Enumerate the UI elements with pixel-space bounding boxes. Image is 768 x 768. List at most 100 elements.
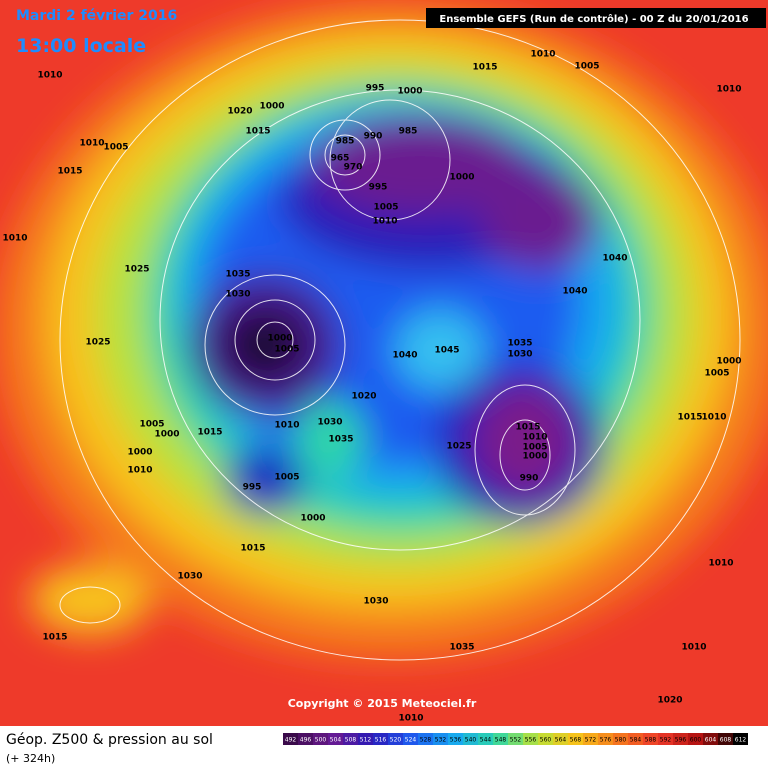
isobar-label: 1010 (716, 85, 741, 95)
scale-label: 548 (495, 737, 507, 744)
isobar-label: 985 (399, 127, 418, 137)
scale-cell (403, 733, 418, 745)
scale-cell (598, 733, 613, 745)
isobar-label: 1010 (522, 433, 547, 443)
isobar-label: 1000 (154, 430, 179, 440)
scale-cell (328, 733, 343, 745)
scale-cell (733, 733, 748, 745)
isobar-label: 1000 (522, 452, 547, 462)
scale-cell (283, 733, 298, 745)
run-info: Ensemble GEFS (Run de contrôle) - 00 Z d… (439, 13, 748, 25)
isobar-label: 1015 (677, 413, 702, 423)
isobar-label: 1020 (227, 107, 252, 117)
isobar-label: 995 (243, 483, 262, 493)
color-scale: 492 496 500 504 508 512 516 520 524 528 532 536 540 5… (283, 733, 748, 745)
scale-cell (448, 733, 463, 745)
scale-label: 568 (570, 737, 582, 744)
scale-cell (313, 733, 328, 745)
scale-cell (568, 733, 583, 745)
isobar-label: 965 (331, 154, 350, 164)
scale-label: 492 (285, 737, 297, 744)
isobar-label: 1010 (127, 466, 152, 476)
isobar-label: 1000 (716, 357, 741, 367)
isobar-label: 995 (366, 84, 385, 94)
scale-label: 528 (420, 737, 432, 744)
scale-label: 540 (465, 737, 477, 744)
isobar-label: 1020 (351, 392, 376, 402)
scale-cell (628, 733, 643, 745)
scale-label: 512 (360, 737, 372, 744)
isobar-label: 1010 (274, 421, 299, 431)
scale-label: 532 (435, 737, 447, 744)
scale-cell (553, 733, 568, 745)
isobar-label: 995 (369, 183, 388, 193)
isobar-label: 970 (344, 163, 363, 173)
date: Mardi 2 février 2016 (16, 8, 177, 24)
isobar-label: 1035 (328, 435, 353, 445)
scale-label: 584 (630, 737, 642, 744)
isobar-label: 1025 (124, 265, 149, 275)
scale-cell (463, 733, 478, 745)
scale-label: 604 (705, 737, 717, 744)
scale-label: 612 (735, 737, 747, 744)
isobar-label: 1005 (704, 369, 729, 379)
run-banner (426, 8, 766, 28)
scale-cell (718, 733, 733, 745)
lead-time: (+ 324h) (6, 752, 55, 765)
scale-cell (358, 733, 373, 745)
scale-cell (508, 733, 523, 745)
scale-cell (658, 733, 673, 745)
isobar-label: 1030 (225, 290, 250, 300)
isobar-label: 1015 (245, 127, 270, 137)
isobar-label: 1010 (398, 714, 423, 724)
scale-label: 520 (390, 737, 402, 744)
scale-cell (613, 733, 628, 745)
scale-label: 496 (300, 737, 312, 744)
isobar-label: 1010 (701, 413, 726, 423)
copyright: Copyright © 2015 Meteociel.fr (288, 697, 477, 710)
scale-cell (478, 733, 493, 745)
isobar-label: 1030 (177, 572, 202, 582)
scale-label: 576 (600, 737, 612, 744)
scale-label: 504 (330, 737, 342, 744)
scale-label: 516 (375, 737, 387, 744)
isobar-label: 1040 (392, 351, 417, 361)
isobar-label: 990 (520, 474, 539, 484)
scale-label: 524 (405, 737, 417, 744)
isobar-label: 1020 (657, 696, 682, 706)
isobar-label: 1000 (127, 448, 152, 458)
scale-cell (538, 733, 553, 745)
scale-label: 556 (525, 737, 537, 744)
isobar-label: 1000 (397, 87, 422, 97)
isobar-label: 1030 (317, 418, 342, 428)
scale-cell (343, 733, 358, 745)
scale-label: 564 (555, 737, 567, 744)
isobar-label: 1035 (449, 643, 474, 653)
isobar-label: 1015 (57, 167, 82, 177)
isobar-label: 1010 (530, 50, 555, 60)
isobar-label: 1010 (681, 643, 706, 653)
scale-label: 592 (660, 737, 672, 744)
scale-cell (703, 733, 718, 745)
scale-cell (298, 733, 313, 745)
isobar-label: 1015 (240, 544, 265, 554)
scale-label: 500 (315, 737, 327, 744)
isobar-label: 1035 (507, 339, 532, 349)
scale-cell (433, 733, 448, 745)
isobar-label: 1015 (42, 633, 67, 643)
isobar-label: 990 (364, 132, 383, 142)
isobar-label: 1025 (446, 442, 471, 452)
scale-cell (373, 733, 388, 745)
isobar-label: 1010 (79, 139, 104, 149)
scale-label: 596 (675, 737, 687, 744)
scale-cell (388, 733, 403, 745)
isobar-label: 1000 (267, 334, 292, 344)
isobar-label: 1040 (602, 254, 627, 264)
scale-label: 600 (690, 737, 702, 744)
isobar-label: 1040 (562, 287, 587, 297)
scale-cell (523, 733, 538, 745)
scale-cell (493, 733, 508, 745)
